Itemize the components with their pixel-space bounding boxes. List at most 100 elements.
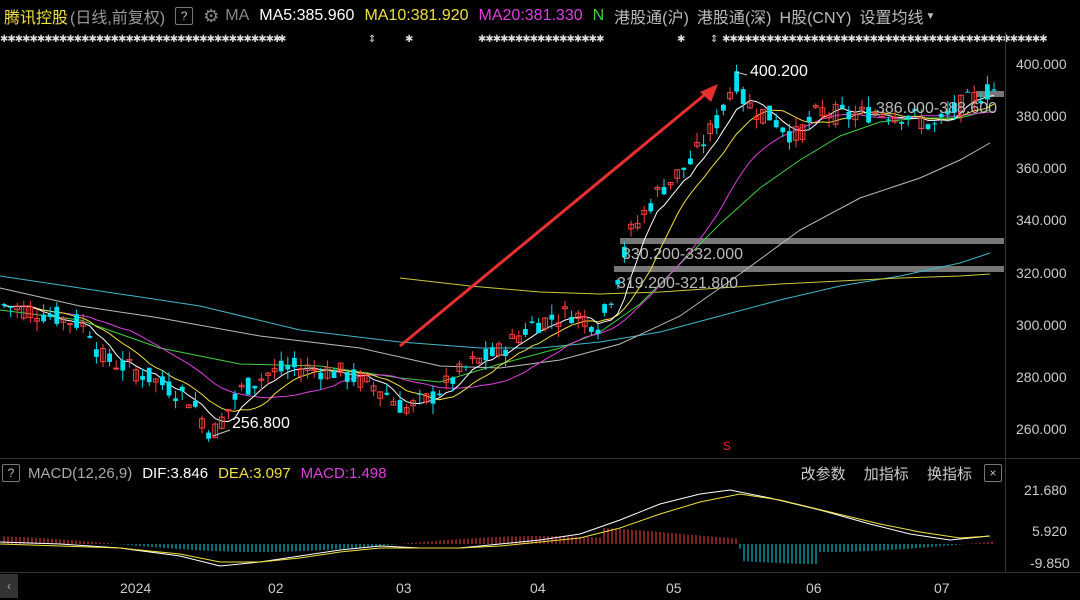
candle-body bbox=[938, 113, 944, 118]
close-icon[interactable]: × bbox=[984, 464, 1002, 482]
add-indicator-link[interactable]: 加指标 bbox=[863, 465, 909, 483]
candle-body bbox=[232, 393, 238, 400]
candle-body bbox=[443, 375, 450, 383]
event-marker-group[interactable]: ✱✱✱✱✱✱✱✱✱✱✱✱✱✱✱✱✱✱✱✱✱✱✱✱✱✱✱✱✱✱✱✱✱✱✱✱✱✱ bbox=[0, 34, 281, 45]
candle-body bbox=[173, 398, 178, 402]
gap-band bbox=[976, 91, 1004, 97]
event-marker-group[interactable]: ✱✱✱✱✱✱✱✱✱✱✱✱✱✱✱✱✱✱✱✱✱✱✱✱✱✱✱✱✱✱✱✱✱✱✱✱✱✱✱✱… bbox=[722, 34, 1048, 45]
ma20-value: MA20:381.330 bbox=[478, 7, 583, 24]
price-tick: 340.000 bbox=[1016, 212, 1067, 228]
ma-120-line bbox=[0, 142, 991, 369]
event-markers: ✱✱✱✱✱✱✱✱✱✱✱✱✱✱✱✱✱✱✱✱✱✱✱✱✱✱✱✱✱✱✱✱✱✱✱✱✱✱ ✱… bbox=[0, 34, 1048, 48]
event-marker[interactable]: ⇕ bbox=[368, 34, 377, 45]
chart-mode: (日线,前复权) bbox=[70, 10, 166, 27]
candle-body bbox=[694, 142, 700, 147]
price-tick: 260.000 bbox=[1016, 421, 1067, 437]
candle-body bbox=[199, 418, 205, 429]
event-marker[interactable]: ⇕ bbox=[710, 34, 719, 45]
stock-name[interactable]: 腾讯控股 bbox=[4, 10, 69, 27]
candle-body bbox=[503, 349, 508, 357]
candle-body bbox=[727, 92, 733, 100]
candle-body bbox=[846, 111, 852, 120]
candle-body bbox=[812, 105, 819, 108]
axis-divider bbox=[1005, 32, 1006, 572]
candle-body bbox=[740, 89, 746, 104]
price-tick: 280.000 bbox=[1016, 369, 1067, 385]
candle-body bbox=[278, 360, 284, 372]
candle-body bbox=[1, 304, 7, 306]
candle-body bbox=[674, 169, 681, 179]
ma60-value: N bbox=[592, 7, 605, 24]
candle-body bbox=[140, 376, 145, 380]
candle-body bbox=[899, 121, 904, 124]
candle-body bbox=[991, 89, 997, 91]
candle-body bbox=[569, 317, 574, 324]
tab-hk-connect-sh[interactable]: 港股通(沪) bbox=[614, 10, 689, 27]
candle-body bbox=[806, 116, 812, 123]
candles bbox=[1, 64, 997, 442]
tab-hk-connect-sz[interactable]: 港股通(深) bbox=[696, 10, 772, 27]
candle-body bbox=[952, 102, 957, 113]
price-tick: 320.000 bbox=[1016, 265, 1067, 281]
macd-label: MACD(12,26,9) bbox=[28, 464, 133, 482]
candle-body bbox=[536, 322, 541, 334]
candle-body bbox=[27, 306, 34, 319]
price-tick: 400.000 bbox=[1016, 56, 1067, 72]
candle-body bbox=[615, 280, 621, 285]
candle-body bbox=[581, 316, 588, 327]
candle-body bbox=[423, 393, 430, 403]
tab-ma-settings[interactable]: 设置均线 bbox=[859, 10, 924, 27]
candle-body bbox=[826, 114, 832, 119]
candle-body bbox=[238, 384, 245, 388]
gear-icon[interactable]: ⚙ bbox=[203, 5, 220, 26]
candle-body bbox=[767, 105, 772, 121]
candle-body bbox=[529, 321, 535, 323]
event-marker[interactable]: ✱ bbox=[405, 34, 414, 45]
candle-body bbox=[641, 209, 648, 215]
time-tick: 03 bbox=[396, 580, 412, 596]
candle-body bbox=[746, 102, 753, 109]
candle-body bbox=[918, 117, 925, 129]
candle-body bbox=[819, 107, 826, 117]
event-marker[interactable]: ✱ bbox=[278, 34, 287, 45]
candle-body bbox=[509, 333, 516, 340]
candle-body bbox=[450, 377, 456, 384]
help-button[interactable]: ? bbox=[175, 7, 194, 25]
candle-body bbox=[318, 372, 324, 380]
tab-h-share-cny[interactable]: H股(CNY) bbox=[779, 10, 852, 27]
candle-body bbox=[925, 124, 931, 130]
candle-body bbox=[542, 317, 549, 330]
candle-body bbox=[437, 393, 442, 396]
candlestick-chart[interactable]: S bbox=[0, 48, 1005, 458]
scroll-left-button[interactable]: ‹ bbox=[0, 574, 18, 598]
candle-body bbox=[206, 432, 211, 439]
switch-indicator-link[interactable]: 换指标 bbox=[926, 465, 972, 483]
macd-chart[interactable] bbox=[0, 484, 1005, 572]
price-tick: 360.000 bbox=[1016, 160, 1067, 176]
event-s-marker[interactable]: S bbox=[723, 439, 731, 453]
candle-body bbox=[430, 391, 436, 404]
macd-links: 改参数 加指标 换指标 bbox=[787, 463, 972, 484]
trend-arrow-line bbox=[399, 90, 709, 348]
candle-body bbox=[721, 104, 726, 111]
price-tick: 380.000 bbox=[1016, 108, 1067, 124]
candle-body bbox=[179, 386, 185, 392]
chevron-down-icon[interactable]: ▼ bbox=[925, 10, 936, 22]
gap-band bbox=[614, 266, 1004, 272]
event-marker[interactable]: ✱ bbox=[677, 34, 686, 45]
candle-body bbox=[667, 181, 674, 186]
candle-body bbox=[832, 103, 839, 125]
candle-body bbox=[469, 356, 476, 359]
candle-body bbox=[701, 144, 706, 147]
macd-help-button[interactable]: ? bbox=[2, 464, 20, 482]
candle-body bbox=[107, 353, 112, 362]
candle-body bbox=[688, 158, 693, 165]
candle-body bbox=[878, 113, 885, 118]
candle-body bbox=[298, 368, 304, 377]
candle-body bbox=[80, 321, 87, 327]
pane-divider[interactable] bbox=[0, 458, 1080, 459]
event-marker-group[interactable]: ✱✱✱✱✱✱✱✱✱✱✱✱✱✱✱✱✱ bbox=[478, 34, 604, 45]
change-params-link[interactable]: 改参数 bbox=[800, 465, 846, 483]
candle-body bbox=[549, 314, 555, 320]
candle-body bbox=[94, 349, 99, 357]
